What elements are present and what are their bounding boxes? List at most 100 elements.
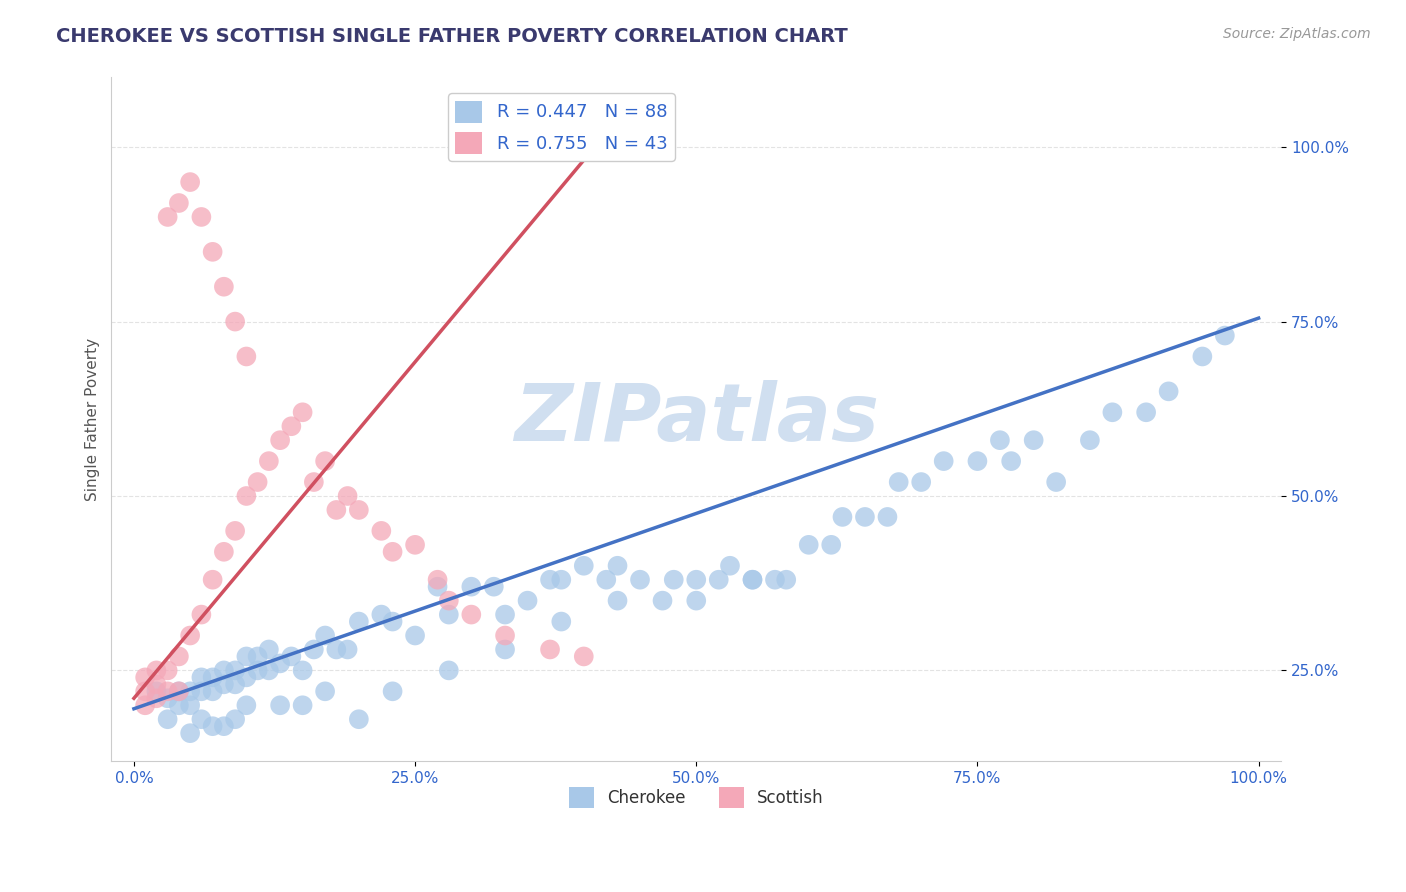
Point: [302, 642, 325, 657]
Point: [628, 573, 651, 587]
Point: [988, 433, 1011, 447]
Point: [336, 489, 359, 503]
Point: [381, 545, 404, 559]
Point: [156, 712, 179, 726]
Point: [437, 664, 460, 678]
Point: [336, 642, 359, 657]
Point: [595, 573, 617, 587]
Point: [156, 210, 179, 224]
Point: [201, 719, 224, 733]
Point: [224, 677, 246, 691]
Point: [190, 684, 212, 698]
Point: [662, 573, 685, 587]
Point: [314, 628, 336, 642]
Point: [201, 573, 224, 587]
Point: [257, 454, 280, 468]
Point: [381, 615, 404, 629]
Text: Source: ZipAtlas.com: Source: ZipAtlas.com: [1223, 27, 1371, 41]
Point: [156, 664, 179, 678]
Point: [257, 664, 280, 678]
Point: [685, 573, 707, 587]
Point: [190, 712, 212, 726]
Point: [876, 510, 898, 524]
Point: [156, 691, 179, 706]
Point: [887, 475, 910, 489]
Point: [212, 279, 235, 293]
Point: [741, 573, 763, 587]
Point: [257, 642, 280, 657]
Point: [235, 649, 257, 664]
Point: [831, 510, 853, 524]
Point: [246, 664, 269, 678]
Point: [224, 315, 246, 329]
Point: [190, 670, 212, 684]
Point: [156, 684, 179, 698]
Point: [381, 684, 404, 698]
Point: [235, 698, 257, 713]
Point: [853, 510, 876, 524]
Point: [179, 628, 201, 642]
Point: [437, 607, 460, 622]
Point: [325, 642, 347, 657]
Point: [190, 210, 212, 224]
Point: [550, 573, 572, 587]
Point: [482, 580, 505, 594]
Point: [145, 691, 167, 706]
Point: [201, 684, 224, 698]
Point: [494, 607, 516, 622]
Point: [1022, 433, 1045, 447]
Point: [167, 684, 190, 698]
Point: [910, 475, 932, 489]
Point: [190, 607, 212, 622]
Point: [224, 712, 246, 726]
Point: [246, 475, 269, 489]
Point: [775, 573, 797, 587]
Point: [572, 558, 595, 573]
Point: [426, 580, 449, 594]
Point: [932, 454, 955, 468]
Point: [134, 698, 156, 713]
Point: [269, 433, 291, 447]
Y-axis label: Single Father Poverty: Single Father Poverty: [86, 338, 100, 500]
Point: [426, 573, 449, 587]
Point: [572, 649, 595, 664]
Point: [685, 593, 707, 607]
Point: [212, 719, 235, 733]
Point: [134, 670, 156, 684]
Point: [145, 677, 167, 691]
Point: [370, 607, 392, 622]
Point: [280, 419, 302, 434]
Point: [966, 454, 988, 468]
Point: [347, 503, 370, 517]
Point: [291, 664, 314, 678]
Point: [1000, 454, 1022, 468]
Point: [224, 524, 246, 538]
Point: [269, 698, 291, 713]
Point: [1078, 433, 1101, 447]
Point: [460, 580, 482, 594]
Text: ZIPatlas: ZIPatlas: [513, 380, 879, 458]
Point: [314, 684, 336, 698]
Point: [606, 593, 628, 607]
Point: [1191, 350, 1213, 364]
Point: [325, 503, 347, 517]
Point: [167, 684, 190, 698]
Point: [302, 475, 325, 489]
Point: [718, 558, 741, 573]
Point: [235, 670, 257, 684]
Point: [538, 642, 561, 657]
Point: [1213, 328, 1236, 343]
Point: [347, 712, 370, 726]
Point: [145, 664, 167, 678]
Point: [179, 684, 201, 698]
Point: [1135, 405, 1157, 419]
Point: [516, 593, 538, 607]
Point: [291, 698, 314, 713]
Text: CHEROKEE VS SCOTTISH SINGLE FATHER POVERTY CORRELATION CHART: CHEROKEE VS SCOTTISH SINGLE FATHER POVER…: [56, 27, 848, 45]
Point: [201, 670, 224, 684]
Point: [179, 698, 201, 713]
Point: [370, 524, 392, 538]
Point: [707, 573, 730, 587]
Point: [651, 593, 673, 607]
Point: [820, 538, 842, 552]
